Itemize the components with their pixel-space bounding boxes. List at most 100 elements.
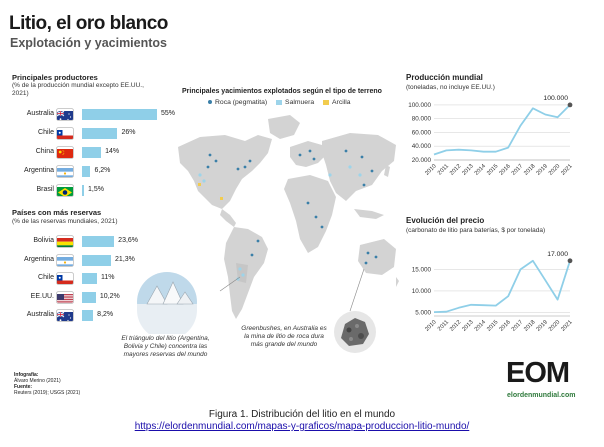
bar-value-label: 23,6% [118,237,139,244]
x-tick-label: 2019 [536,163,549,176]
australia-flag-icon [57,310,73,321]
bar-category-label: Australia [26,311,54,318]
production-title: Producción mundial [406,73,483,82]
bolivia-flag-icon [57,236,73,247]
world-map [178,115,399,319]
y-tick-label: 10.000 [412,288,432,295]
producers-note: (% de la producción mundial excepto EE.U… [12,82,144,97]
bar [82,109,157,120]
y-tick-label: 20.000 [412,157,432,164]
bar [82,236,115,247]
deposit-dot [208,153,212,157]
deposit-dot [248,159,252,163]
map-title: Principales yacimientos explotados según… [182,88,382,95]
x-tick-label: 2010 [424,319,437,332]
argentina-flag-icon [57,166,73,177]
legend-arcilla: Arcilla [323,99,351,106]
bar [82,310,94,321]
x-tick-label: 2014 [474,319,488,333]
bar-category-label: Australia [26,110,54,117]
bar-row: Australia 8,2% [0,309,200,322]
eom-logo-text: elordenmundial.com [507,392,576,399]
y-tick-label: 60.000 [412,129,432,136]
peak-marker [567,102,573,108]
eom-logo: EOM [506,357,570,389]
bar [82,185,85,196]
peak-label: 100.000 [543,95,568,102]
x-tick-label: 2015 [486,319,499,332]
x-tick-label: 2010 [424,163,437,176]
deposit-dot [243,165,247,169]
new-zealand-landmass [396,277,399,287]
greenland-landmass [268,115,300,139]
y-tick-label: 15.000 [412,266,432,273]
page-subtitle: Explotación y yacimientos [10,36,167,50]
deposit-dot [364,261,368,265]
bar-value-label: 11% [101,274,115,281]
greenbushes-leader-line [349,268,365,312]
reserves-title: Países con más reservas [12,208,102,217]
chile-flag-icon [57,128,73,139]
bar [82,128,118,139]
deposit-dot [202,179,206,183]
bar [82,147,102,158]
bar [82,273,97,284]
x-tick-label: 2016 [498,163,511,176]
deposit-dot [198,183,201,186]
argentina-flag-icon [57,255,73,266]
deposit-dot [214,159,218,163]
bar-row: Brasil 1,5% [0,184,200,197]
rock-illustration [334,311,376,353]
y-tick-label: 40.000 [412,143,432,150]
bar-value-label: 26% [121,129,136,136]
roca-dot-icon [208,100,212,105]
source-link[interactable]: https://elordenmundial.com/mapas-y-grafi… [134,421,470,432]
deposit-dot [306,201,310,205]
bar-category-label: China [35,148,54,155]
bar-row: EE.UU. 10,2% [0,291,200,304]
bar-row: Bolivia 23,6% [0,235,200,248]
deposit-dot [220,197,223,200]
x-tick-label: 2013 [461,163,474,176]
deposit-dot [362,183,366,187]
bar-value-label: 55% [161,110,176,117]
series-line [433,104,571,156]
brazil-flag-icon [57,185,73,196]
x-tick-label: 2011 [437,319,450,332]
indonesia-landmass [354,209,384,219]
credits-infographic-label: Infografía: [14,372,39,378]
bar-category-label: Brasil [36,186,54,193]
page-title: Litio, el oro blanco [9,13,168,34]
bar-category-label: Chile [38,274,54,281]
usa-flag-icon [57,292,73,303]
bar [82,254,112,266]
arcilla-swatch-icon [323,99,330,105]
legend-roca-label: Roca (pegmatita) [215,99,268,106]
bar-category-label: Bolivia [33,237,54,244]
map-legend: Roca (pegmatita) Salmuera Arcilla [208,99,358,106]
figure-caption: Figura 1. Distribución del litio en el m… [208,409,396,420]
x-tick-label: 2011 [437,163,450,176]
x-tick-label: 2018 [523,163,536,176]
legend-arcilla-label: Arcilla [332,99,351,106]
reserves-bar-chart: Bolivia 23,6% Argentina 21,3% Chile 11% EE.UU.… [0,235,200,325]
bar-row: Chile 11% [0,272,200,285]
deposit-dot [370,169,374,173]
deposit-dot [344,149,348,153]
bar-value-label: 10,2% [99,292,120,300]
x-tick-label: 2021 [560,163,573,176]
deposit-dot [314,215,318,219]
salmuera-deposits [198,165,362,281]
bar-value-label: 1,5% [88,186,104,193]
x-tick-label: 2019 [536,319,549,332]
deposit-dot [250,253,254,257]
africa-landmass [284,175,336,253]
asia-landmass [322,133,396,201]
x-tick-label: 2015 [486,163,499,176]
infographic: Litio, el oro blanco Explotación y yacim… [0,13,576,399]
bar-category-label: Argentina [24,255,54,263]
bar-row: Chile 26% [0,127,200,140]
deposit-dot [238,267,242,271]
x-tick-label: 2020 [548,163,561,176]
